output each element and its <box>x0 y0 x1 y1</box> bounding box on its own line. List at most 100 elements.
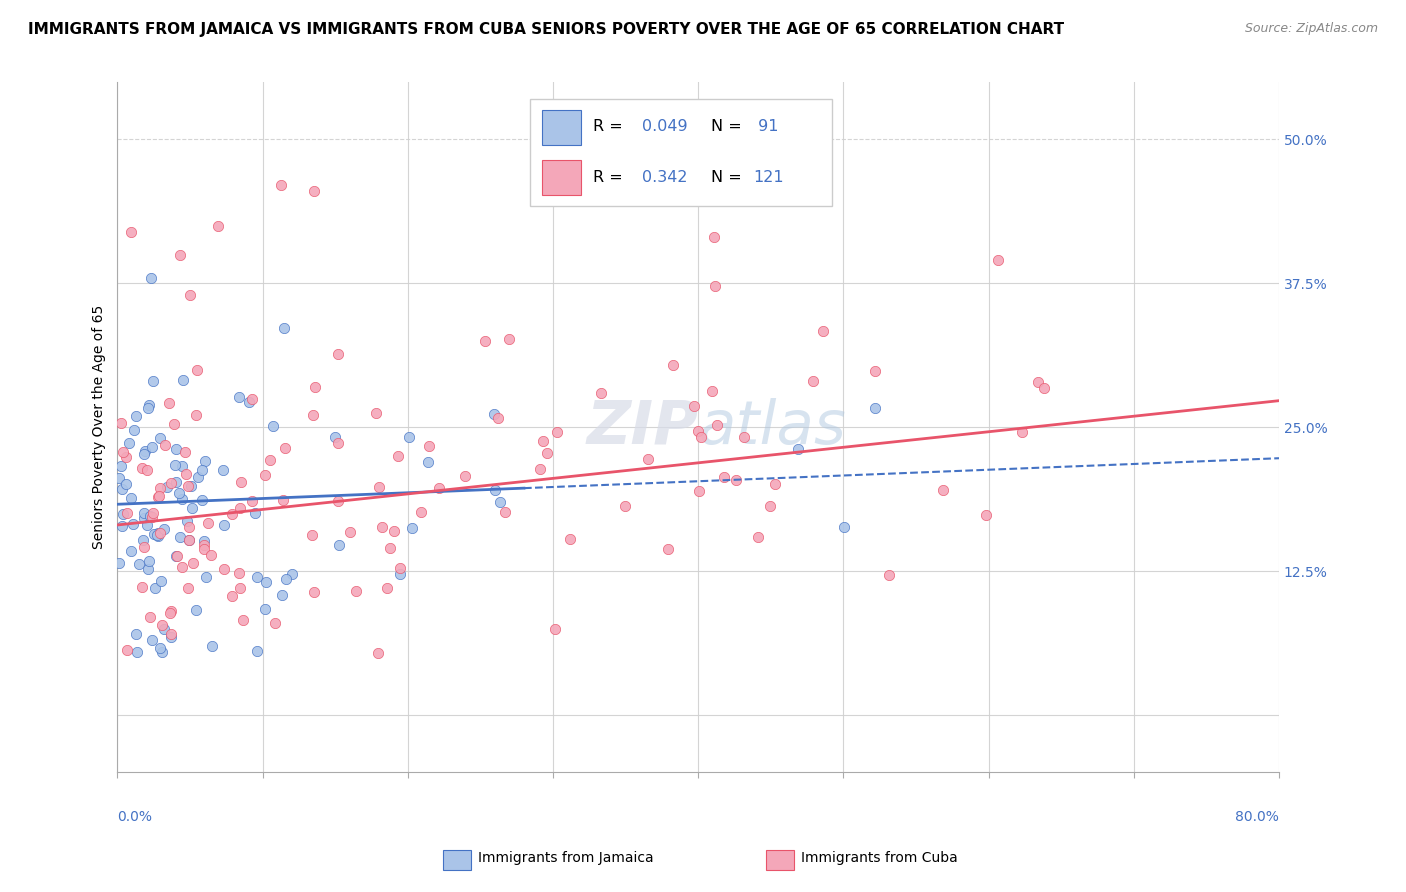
Point <box>134 511 156 525</box>
Point <box>877 567 900 582</box>
Point <box>544 622 567 636</box>
Point <box>246 570 269 584</box>
Point <box>1026 375 1049 389</box>
Point <box>134 506 156 520</box>
Point <box>974 508 997 522</box>
Point <box>186 408 208 422</box>
Point <box>763 477 786 491</box>
Point <box>688 484 710 499</box>
Point <box>121 516 143 531</box>
Point <box>238 395 260 409</box>
Point <box>179 288 201 302</box>
Point <box>110 416 132 430</box>
Point <box>150 618 173 632</box>
Point <box>177 479 200 493</box>
Point <box>304 380 326 394</box>
Point <box>165 475 187 490</box>
Point <box>273 492 295 507</box>
Point <box>589 385 612 400</box>
Point <box>344 584 367 599</box>
Point <box>156 480 179 494</box>
Point <box>747 530 769 544</box>
Point <box>181 556 204 570</box>
Point <box>177 520 200 534</box>
Point <box>301 528 323 542</box>
Point <box>759 499 782 513</box>
Point <box>166 549 188 563</box>
Point <box>482 408 505 422</box>
Point <box>409 505 432 519</box>
Point <box>388 561 411 575</box>
Point <box>118 436 141 450</box>
Point <box>159 606 181 620</box>
Point <box>1033 381 1056 395</box>
Point <box>228 390 250 404</box>
Point <box>240 494 263 508</box>
Point <box>138 398 160 412</box>
Point <box>131 580 153 594</box>
Point <box>169 530 191 544</box>
Point <box>474 334 496 349</box>
Point <box>146 529 169 543</box>
Point <box>131 461 153 475</box>
Point <box>124 627 146 641</box>
Point <box>246 644 269 658</box>
Point <box>193 533 215 548</box>
Point <box>274 441 297 455</box>
Point <box>181 501 204 516</box>
Point <box>134 444 156 458</box>
Point <box>141 509 163 524</box>
Point <box>367 480 389 494</box>
Point <box>326 493 349 508</box>
Point <box>152 622 174 636</box>
Point <box>194 570 217 584</box>
Point <box>157 395 180 409</box>
Text: ZIP: ZIP <box>586 398 699 457</box>
Point <box>139 270 162 285</box>
Point <box>254 468 277 483</box>
Point <box>529 462 551 476</box>
Point <box>115 643 138 657</box>
Point <box>191 463 214 477</box>
Point <box>863 401 886 416</box>
Point <box>201 639 224 653</box>
Point <box>108 471 131 485</box>
Point <box>115 450 138 464</box>
Point <box>194 453 217 467</box>
Point <box>179 533 201 547</box>
Point <box>149 432 172 446</box>
Point <box>200 548 222 562</box>
Point <box>271 588 294 602</box>
Point <box>228 566 250 580</box>
Point <box>387 450 409 464</box>
Point <box>242 392 264 407</box>
Point <box>128 557 150 571</box>
Point <box>686 424 709 438</box>
Point <box>186 363 208 377</box>
Point <box>143 527 166 541</box>
Point <box>184 603 207 617</box>
Text: 80.0%: 80.0% <box>1234 810 1279 823</box>
Point <box>232 613 254 627</box>
Point <box>149 574 172 588</box>
Point <box>302 584 325 599</box>
Point <box>637 451 659 466</box>
Point <box>229 582 252 596</box>
Point <box>706 417 728 432</box>
Point <box>138 509 160 524</box>
Point <box>180 478 202 492</box>
Point <box>375 582 398 596</box>
Text: Immigrants from Cuba: Immigrants from Cuba <box>801 851 957 865</box>
Point <box>274 572 297 586</box>
Point <box>254 602 277 616</box>
Point <box>150 644 173 658</box>
Point <box>197 516 219 530</box>
Point <box>546 425 568 440</box>
Point <box>136 463 159 477</box>
Point <box>228 501 250 516</box>
Point <box>141 440 163 454</box>
Point <box>214 561 236 575</box>
Point <box>110 459 132 474</box>
Point <box>159 604 181 618</box>
Point <box>389 566 412 581</box>
